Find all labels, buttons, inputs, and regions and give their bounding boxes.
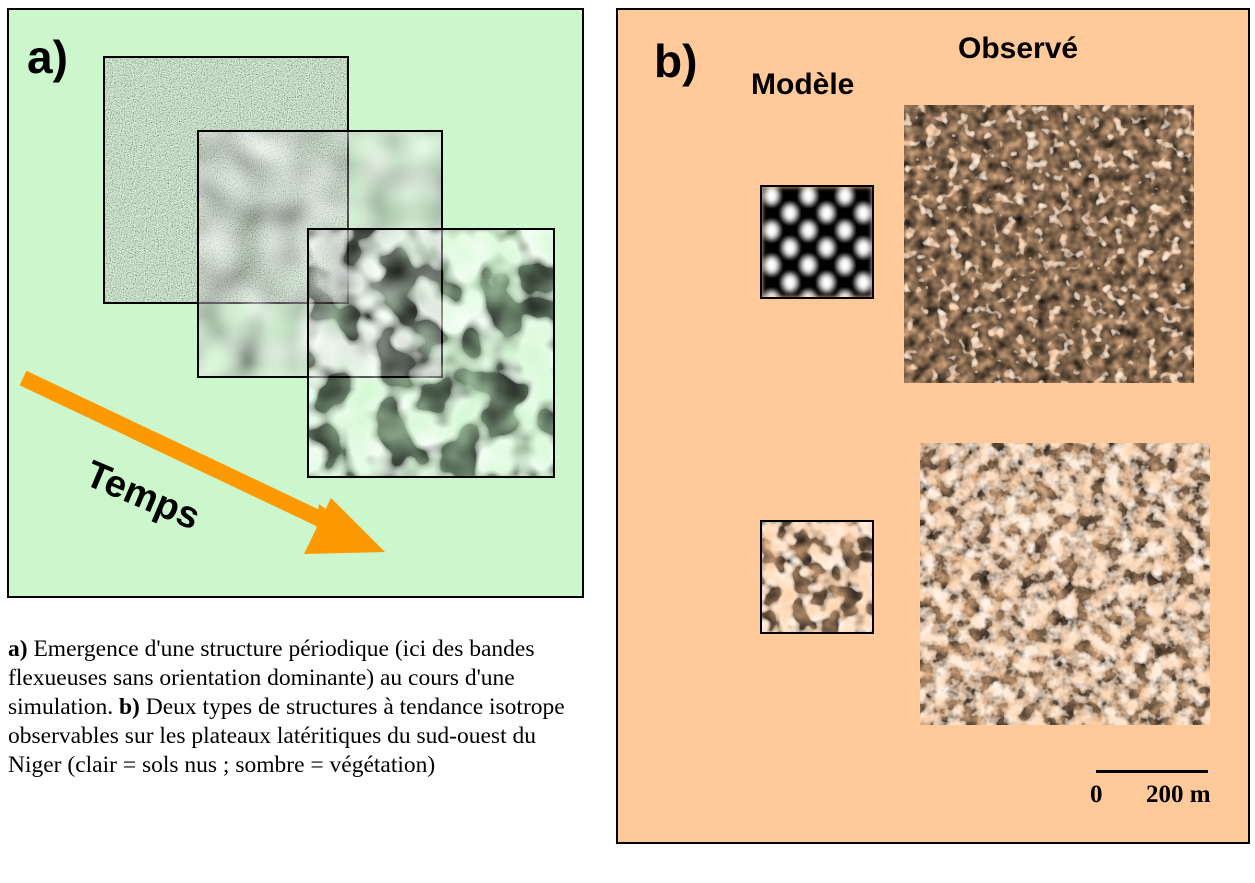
panel-a: a) Temps <box>7 8 584 598</box>
panel-b: b) Modèle Observé <box>616 8 1250 844</box>
observed-labyrinth-image <box>920 443 1210 725</box>
scale-bar <box>1096 770 1208 773</box>
caption-a-text: Emergence d'une structure périodique (ic… <box>8 636 535 720</box>
scale-end-label: 200 m <box>1146 781 1211 808</box>
model-spots-image <box>760 185 874 299</box>
caption-a-label: a) <box>8 636 28 662</box>
panel-a-label: a) <box>27 31 68 83</box>
time-arrow-icon <box>19 370 385 554</box>
scale-start-label: 0 <box>1090 781 1103 808</box>
observed-heading: Observé <box>958 32 1079 65</box>
panel-b-label: b) <box>654 35 698 87</box>
figure-caption: a) Emergence d'une structure périodique … <box>8 635 588 780</box>
model-labyrinth-image <box>760 520 874 634</box>
caption-b-label: b) <box>118 694 140 720</box>
final-pattern-image <box>307 228 555 478</box>
caption-b-text: Deux types de structures à tendance isot… <box>8 694 565 778</box>
observed-spots-image <box>904 105 1194 383</box>
model-heading: Modèle <box>751 68 855 101</box>
